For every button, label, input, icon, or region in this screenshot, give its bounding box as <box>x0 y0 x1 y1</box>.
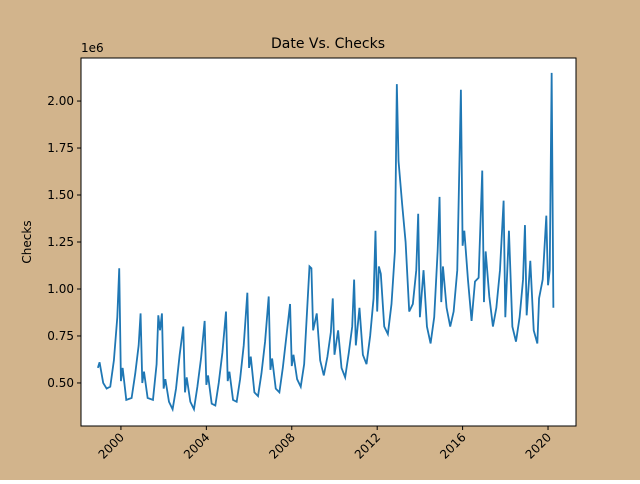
y-tick-label: 0.50 <box>47 376 74 390</box>
y-tick-label: 1.25 <box>47 235 74 249</box>
y-tick-label: 1.00 <box>47 282 74 296</box>
chart-title: Date Vs. Checks <box>271 36 385 52</box>
plot-frame <box>80 57 577 427</box>
y-tick-label: 1.75 <box>47 141 74 155</box>
y-tick-label: 1.50 <box>47 188 74 202</box>
y-axis-label: Checks <box>20 220 34 263</box>
y-tick-label: 0.75 <box>47 329 74 343</box>
y-offset-label: 1e6 <box>81 41 104 55</box>
y-tick-label: 2.00 <box>47 94 74 108</box>
data-line <box>97 72 555 413</box>
